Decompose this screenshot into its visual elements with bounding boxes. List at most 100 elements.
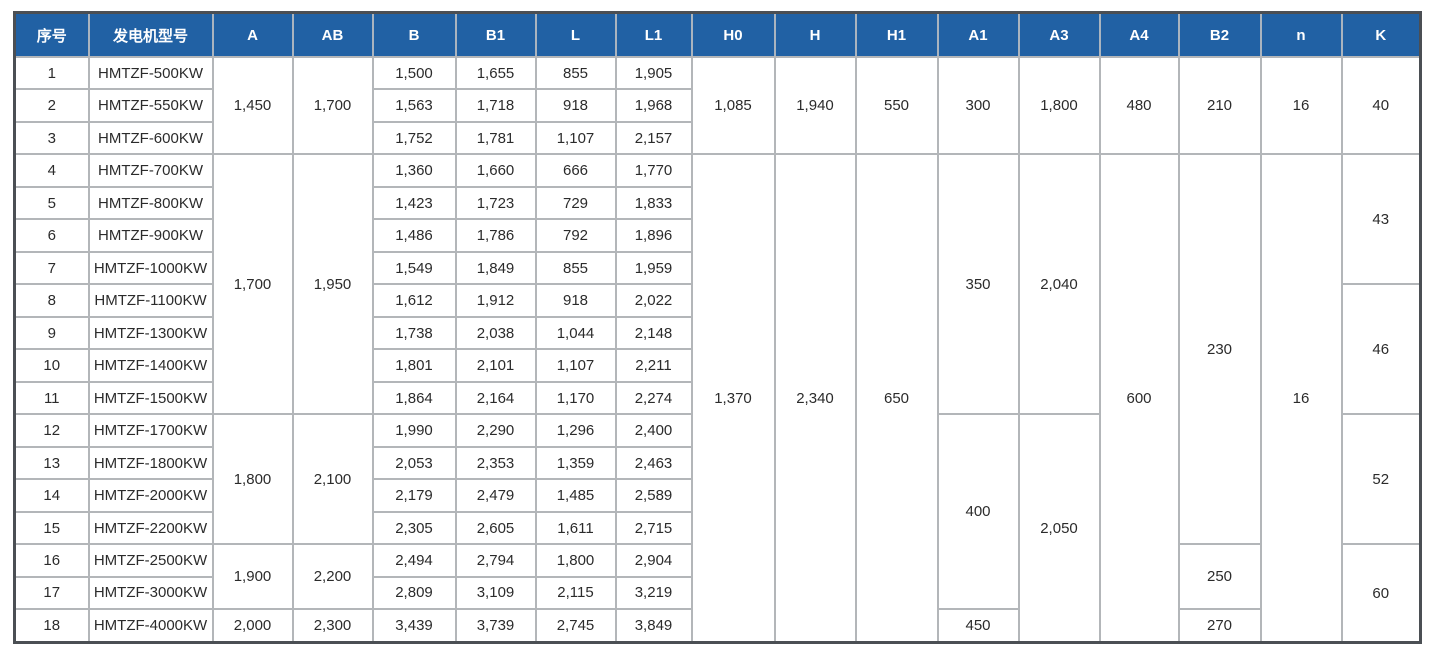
cell-B1: 2,038 — [454, 315, 537, 351]
cell-B1: 1,660 — [454, 153, 537, 188]
cell-B1: 2,794 — [454, 543, 537, 578]
header-model: 发电机型号 — [87, 12, 213, 58]
cell-A1-group: 300 — [936, 55, 1020, 156]
cell-no: 11 — [13, 380, 90, 416]
cell-no: 16 — [13, 543, 90, 578]
cell-A: 2,000 — [211, 608, 294, 644]
cell-B1: 1,723 — [454, 185, 537, 221]
cell-B1: 3,109 — [454, 575, 537, 611]
cell-B: 1,738 — [371, 315, 457, 351]
cell-model: HMTZF-2200KW — [87, 510, 214, 546]
cell-L: 918 — [534, 283, 617, 318]
cell-B: 1,360 — [371, 153, 457, 188]
cell-A3-group: 2,040 — [1017, 153, 1101, 416]
cell-B: 1,486 — [371, 218, 457, 253]
cell-A-group: 1,450 — [211, 55, 294, 156]
cell-L1: 1,905 — [614, 55, 693, 91]
cell-L1: 1,959 — [614, 250, 693, 286]
table-row-8: 8 HMTZF-1100KW 1,612 1,912 918 2,022 46 — [13, 283, 1422, 416]
cell-A1-group: 350 — [936, 153, 1020, 416]
cell-A-group: 1,700 — [211, 153, 294, 416]
header-row: 序号 发电机型号 A AB B B1 L L1 H0 H H1 A1 A3 A4… — [14, 12, 1421, 58]
header-A3: A3 — [1017, 12, 1100, 58]
table-row-3: 3 HMTZF-600KW 1,752 1,781 1,107 2,157 — [13, 120, 1421, 156]
header-AB: AB — [291, 12, 373, 58]
cell-L1: 2,211 — [614, 348, 693, 383]
cell-B: 2,494 — [371, 543, 457, 578]
table-row-17: 17 HMTZF-3000KW 2,809 3,109 2,115 3,219 — [13, 575, 1421, 611]
cell-B1: 2,101 — [454, 348, 537, 383]
cell-H-group: 2,340 — [773, 153, 857, 644]
table-row-15: 15 HMTZF-2200KW 2,305 2,605 1,611 2,715 — [13, 510, 1421, 546]
cell-L: 918 — [534, 88, 617, 123]
header-A4: A4 — [1098, 12, 1179, 58]
cell-A4-group: 480 — [1098, 55, 1180, 156]
cell-no: 2 — [13, 88, 90, 123]
cell-B2: 270 — [1177, 608, 1262, 644]
cell-no: 18 — [13, 608, 90, 644]
table-row-18: 18 HMTZF-4000KW 2,000 2,300 3,439 3,739 … — [13, 608, 1421, 644]
cell-B1: 1,849 — [454, 250, 537, 286]
cell-no: 4 — [13, 153, 90, 188]
cell-model: HMTZF-600KW — [87, 120, 214, 156]
cell-model: HMTZF-900KW — [87, 218, 214, 253]
cell-no: 13 — [13, 445, 90, 481]
cell-B: 3,439 — [371, 608, 457, 644]
cell-K-group: 43 — [1340, 153, 1422, 286]
header-B2: B2 — [1177, 12, 1261, 58]
cell-L: 666 — [534, 153, 617, 188]
cell-B1: 1,655 — [454, 55, 537, 91]
cell-B: 1,563 — [371, 88, 457, 123]
generator-spec-table: 序号 发电机型号 A AB B B1 L L1 H0 H H1 A1 A3 A4… — [13, 11, 1422, 644]
generator-spec-table-container: 序号 发电机型号 A AB B B1 L L1 H0 H H1 A1 A3 A4… — [13, 11, 1422, 644]
header-H0: H0 — [690, 12, 775, 58]
header-H1: H1 — [854, 12, 938, 58]
header-A1: A1 — [936, 12, 1019, 58]
cell-L: 1,485 — [534, 478, 617, 513]
cell-K-group: 52 — [1340, 413, 1422, 546]
cell-model: HMTZF-1000KW — [87, 250, 214, 286]
cell-L: 1,611 — [534, 510, 617, 546]
cell-B: 2,179 — [371, 478, 457, 513]
cell-B1: 1,912 — [454, 283, 537, 318]
cell-model: HMTZF-3000KW — [87, 575, 214, 611]
cell-no: 5 — [13, 185, 90, 221]
cell-L: 1,800 — [534, 543, 617, 578]
header-n: n — [1259, 12, 1342, 58]
cell-no: 6 — [13, 218, 90, 253]
cell-no: 10 — [13, 348, 90, 383]
cell-no: 8 — [13, 283, 90, 318]
cell-L1: 1,896 — [614, 218, 693, 253]
cell-L: 2,745 — [534, 608, 617, 644]
cell-model: HMTZF-500KW — [87, 55, 214, 91]
cell-B: 1,549 — [371, 250, 457, 286]
cell-L: 1,359 — [534, 445, 617, 481]
cell-L1: 2,274 — [614, 380, 693, 416]
cell-B1: 1,786 — [454, 218, 537, 253]
cell-A-group: 1,900 — [211, 543, 294, 611]
table-row-6: 6 HMTZF-900KW 1,486 1,786 792 1,896 — [13, 218, 1421, 253]
cell-B: 2,809 — [371, 575, 457, 611]
cell-K-group: 60 — [1340, 543, 1422, 644]
cell-L: 729 — [534, 185, 617, 221]
header-B1: B1 — [454, 12, 536, 58]
cell-no: 1 — [13, 55, 90, 91]
cell-B1: 2,290 — [454, 413, 537, 448]
table-row-14: 14 HMTZF-2000KW 2,179 2,479 1,485 2,589 — [13, 478, 1421, 513]
cell-B1: 2,479 — [454, 478, 537, 513]
cell-B1: 3,739 — [454, 608, 537, 644]
cell-model: HMTZF-1500KW — [87, 380, 214, 416]
cell-L1: 2,157 — [614, 120, 693, 156]
cell-B1: 2,605 — [454, 510, 537, 546]
cell-n-group: 16 — [1259, 153, 1343, 644]
header-H: H — [773, 12, 856, 58]
cell-L1: 2,589 — [614, 478, 693, 513]
cell-model: HMTZF-1700KW — [87, 413, 214, 448]
cell-L: 1,107 — [534, 120, 617, 156]
cell-AB: 2,300 — [291, 608, 374, 644]
cell-A1: 450 — [936, 608, 1020, 644]
cell-no: 17 — [13, 575, 90, 611]
header-K: K — [1340, 12, 1421, 58]
header-L: L — [534, 12, 616, 58]
cell-L: 1,296 — [534, 413, 617, 448]
